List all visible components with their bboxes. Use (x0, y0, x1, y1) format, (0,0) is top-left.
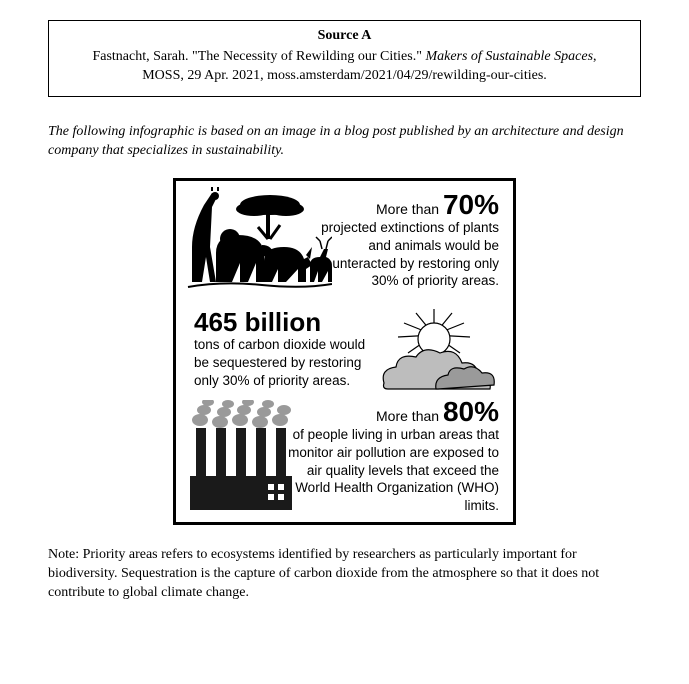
stat-c-big: 80% (443, 396, 499, 427)
stat-c-pre: More than (376, 408, 443, 424)
source-label: Source A (67, 27, 622, 46)
stat-a-big: 70% (443, 189, 499, 220)
stat-b-body: tons of carbon dioxide would be sequeste… (194, 336, 372, 389)
citation-title-quoted: "The Necessity of Rewilding our Cities." (192, 49, 422, 64)
citation-line: Fastnacht, Sarah. "The Necessity of Rewi… (67, 48, 622, 86)
citation-box: Source A Fastnacht, Sarah. "The Necessit… (48, 20, 641, 97)
citation-container-title: Makers of Sustainable Spaces (425, 49, 593, 64)
sun-cloud-icon (374, 305, 499, 397)
stat-carbon: 465 billion tons of carbon dioxide would… (194, 309, 372, 389)
infographic-figure: More than 70% projected extinctions of p… (173, 178, 516, 525)
stat-extinctions: More than 70% projected extinctions of p… (315, 191, 499, 289)
citation-author: Fastnacht, Sarah. (92, 49, 188, 64)
stat-a-body: projected extinctions of plants and anim… (315, 219, 499, 289)
citation-publisher-date: MOSS, 29 Apr. 2021, (142, 68, 263, 83)
animals-silhouette-icon (182, 187, 332, 297)
citation-url: moss.amsterdam/2021/04/29/rewilding-our-… (267, 68, 547, 83)
figure-wrap: More than 70% projected extinctions of p… (48, 178, 641, 530)
foot-note: Note: Priority areas refers to ecosystem… (48, 546, 641, 603)
lead-note: The following infographic is based on an… (48, 123, 641, 161)
stat-b-big: 465 billion (194, 307, 321, 337)
stat-a-pre: More than (376, 201, 443, 217)
stat-c-body: of people living in urban areas that mon… (279, 426, 499, 514)
stat-air-quality: More than 80% of people living in urban … (279, 398, 499, 514)
